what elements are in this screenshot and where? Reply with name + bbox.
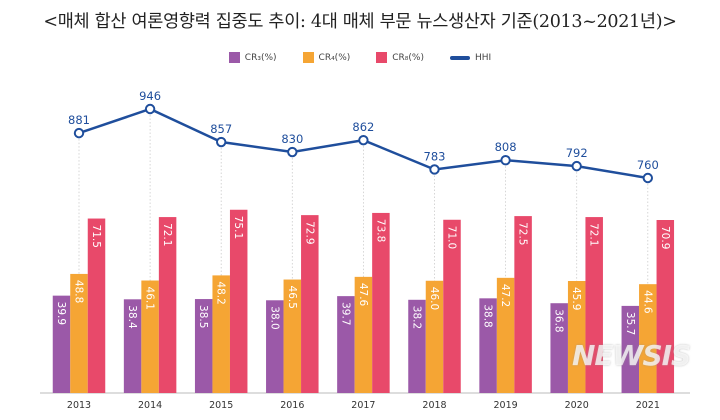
bar-cr3 [337, 296, 355, 393]
bar-data-label: 44.6 [641, 290, 653, 314]
bar-cr8 [87, 218, 106, 393]
hhi-data-label: 808 [495, 140, 517, 154]
bar-data-label: 38.8 [482, 304, 494, 327]
bar-data-label: 38.0 [268, 306, 280, 329]
bar-cr8 [229, 209, 248, 393]
bar-cr8 [514, 216, 532, 393]
bar-data-label: 47.6 [357, 283, 369, 307]
x-tick-label: 2017 [351, 400, 375, 411]
bar-data-label: 72.9 [303, 221, 315, 244]
legend-swatch [376, 52, 388, 63]
hhi-point [358, 134, 369, 146]
bar-cr3 [550, 303, 568, 393]
hhi-data-label: 830 [281, 132, 303, 146]
bar-cr3 [52, 295, 71, 393]
watermark-logo: NEWSIS [572, 339, 691, 372]
legend-item-hhi: HHI [450, 52, 491, 63]
legend-swatch [302, 52, 314, 63]
bar-cr4 [354, 276, 373, 393]
bar-data-label: 75.1 [232, 216, 244, 239]
bar-cr4 [70, 273, 88, 393]
bar-data-label: 39.9 [55, 302, 67, 325]
hhi-point [500, 154, 511, 166]
bar-data-label: 39.7 [339, 302, 351, 325]
bar-cr3 [479, 298, 497, 393]
bar-cr4 [567, 281, 586, 393]
hhi-data-label: 881 [68, 113, 90, 127]
x-tick-label: 2020 [565, 400, 589, 411]
legend-swatch [228, 52, 240, 63]
bar-data-label: 71.5 [90, 225, 102, 248]
bar-cr8 [301, 215, 319, 393]
hhi-point [73, 127, 85, 139]
hhi-data-label: 946 [139, 89, 161, 103]
bar-data-label: 46.5 [286, 286, 298, 309]
bar-cr8 [158, 217, 177, 393]
x-tick-label: 2015 [209, 400, 233, 411]
bar-cr3 [194, 299, 213, 393]
bar-cr8 [443, 219, 461, 393]
bar-data-label: 72.5 [517, 222, 529, 245]
bar-data-label: 38.5 [197, 305, 209, 328]
hhi-point [216, 136, 227, 148]
chart-title: <매체 합산 여론영향력 집중도 추이: 4대 매체 부문 뉴스생산자 기준(2… [43, 12, 677, 32]
legend-label: HHI [475, 52, 492, 63]
legend-label: CR₄(%) [318, 52, 351, 63]
bar-cr3 [123, 299, 142, 393]
bar-data-label: 72.1 [161, 223, 173, 246]
bar-cr4 [283, 279, 302, 393]
bar-data-label: 47.2 [499, 284, 511, 307]
x-tick-label: 2013 [67, 400, 91, 411]
hhi-data-label: 783 [424, 149, 446, 163]
bar-data-label: 38.4 [126, 305, 138, 329]
bar-cr3 [408, 299, 426, 393]
bar-data-label: 36.8 [553, 309, 565, 332]
hhi-data-label: 862 [352, 120, 374, 134]
bar-cr8 [372, 212, 390, 393]
hhi-data-label: 760 [637, 158, 659, 172]
bar-cr8 [656, 220, 675, 393]
bar-cr8 [585, 217, 603, 393]
bar-cr4 [496, 277, 515, 393]
legend-item-cr8: CR₈(%) [376, 52, 424, 63]
bar-data-label: 70.9 [659, 226, 671, 249]
bar-data-label: 45.9 [570, 287, 582, 310]
hhi-point [429, 164, 440, 175]
hhi-point [571, 160, 582, 172]
legend: CR₃(%) CR₄(%) CR₈(%) HHI [0, 52, 720, 63]
hhi-point [287, 146, 298, 158]
bar-data-label: 38.2 [411, 306, 423, 329]
legend-item-cr4: CR₄(%) [302, 52, 351, 63]
legend-line [450, 55, 470, 60]
x-tick-label: 2014 [138, 400, 162, 411]
bar-cr4 [212, 275, 230, 393]
bar-data-label: 71.0 [446, 226, 458, 249]
hhi-data-label: 792 [566, 146, 588, 160]
bar-data-label: 46.0 [428, 287, 440, 310]
bar-cr4 [141, 280, 159, 393]
hhi-point [144, 103, 156, 115]
bar-cr4 [425, 280, 444, 393]
bar-cr3 [621, 305, 640, 393]
hhi-point [642, 172, 653, 184]
bar-data-label: 35.7 [624, 312, 636, 335]
bar-cr3 [266, 300, 284, 393]
bar-data-label: 46.1 [144, 287, 156, 310]
legend-label: CR₈(%) [392, 52, 424, 63]
x-tick-label: 2021 [636, 400, 660, 411]
x-tick-label: 2016 [280, 400, 304, 411]
bar-cr4 [639, 284, 657, 393]
bar-data-label: 48.8 [73, 280, 85, 303]
legend-label: CR₃(%) [244, 52, 277, 63]
legend-item-cr3: CR₃(%) [228, 52, 277, 63]
bar-data-label: 48.2 [215, 281, 227, 304]
x-tick-label: 2019 [494, 400, 518, 411]
bar-data-label: 73.8 [374, 219, 386, 242]
hhi-data-label: 857 [210, 122, 232, 136]
bar-data-label: 72.1 [588, 223, 600, 246]
x-tick-label: 2018 [422, 400, 446, 411]
